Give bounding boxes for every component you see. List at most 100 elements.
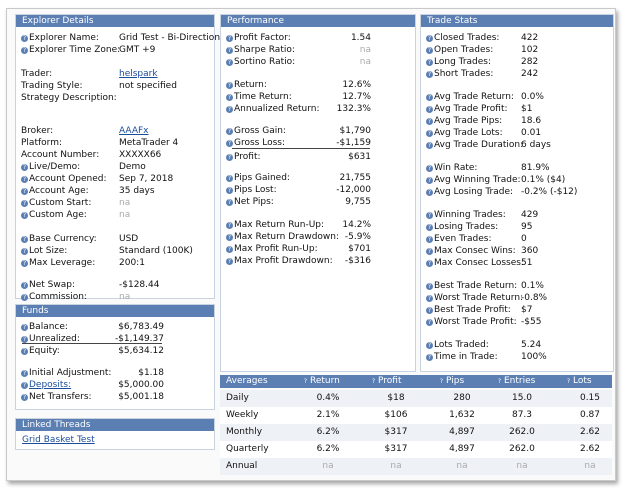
help-icon[interactable]: ? (226, 128, 233, 135)
help-icon[interactable]: ? (426, 189, 433, 196)
cell-entries: 262.0 (509, 427, 535, 437)
stat-label: ? Custom Start: (21, 197, 91, 209)
help-icon[interactable]: ? (21, 188, 28, 195)
help-icon[interactable]: ? (426, 106, 433, 113)
stat-row-avg-winning-trade: ? Avg Winning Trade: 0.1% ($4) (421, 174, 613, 186)
stat-value[interactable]: helspark (119, 69, 158, 79)
stat-value: -12,000 (336, 185, 371, 195)
col-lots[interactable]: ? Lots (565, 376, 592, 386)
label-text: Account Opened: (29, 174, 107, 184)
stat-label: ? Winning Trades: (426, 209, 506, 221)
stat-value: na (119, 292, 131, 302)
col-return[interactable]: ? Return (302, 376, 340, 386)
col-profit[interactable]: ? Profit (370, 376, 402, 386)
help-icon[interactable]: ? (21, 200, 28, 207)
help-icon[interactable]: ? (21, 370, 28, 377)
help-icon[interactable]: ? (21, 164, 28, 171)
stat-value: Standard (100K) (119, 246, 193, 256)
stat-row-max-leverage: ? Max Leverage: 200:1 (16, 257, 214, 269)
help-icon[interactable]: ? (426, 354, 433, 361)
stat-row-base-currency: ? Base Currency: USD (16, 233, 214, 245)
stat-label: ? Max Return Run-Up: (226, 219, 324, 231)
help-icon[interactable]: ? (426, 260, 433, 267)
col-pips[interactable]: ? Pips (438, 376, 465, 386)
help-icon[interactable]: ? (426, 236, 433, 243)
help-icon[interactable]: ? (226, 106, 233, 113)
help-icon[interactable]: ? (21, 35, 28, 42)
label-text: Lots Traded: (434, 340, 489, 350)
thread-link-grid-basket-test[interactable]: Grid Basket Test (22, 435, 95, 445)
help-icon[interactable]: ? (226, 187, 233, 194)
help-icon[interactable]: ? (426, 342, 433, 349)
help-icon[interactable]: ? (426, 248, 433, 255)
stat-value: 18.6 (521, 116, 542, 126)
help-icon[interactable]: ? (226, 140, 233, 147)
help-icon[interactable]: ? (426, 283, 433, 290)
help-icon[interactable]: ? (426, 94, 433, 101)
stat-row-custom-age: ? Custom Age: na (16, 209, 214, 221)
help-icon[interactable]: ? (426, 71, 433, 78)
help-icon[interactable]: ? (21, 47, 28, 54)
label-text: Gross Gain: (234, 126, 286, 136)
help-icon[interactable]: ? (226, 246, 233, 253)
help-icon[interactable]: ? (21, 260, 28, 267)
help-icon[interactable]: ? (226, 82, 233, 89)
help-icon[interactable]: ? (426, 177, 433, 184)
cell-return: na (322, 461, 334, 471)
help-icon[interactable]: ? (426, 118, 433, 125)
help-icon[interactable]: ? (226, 234, 233, 241)
help-icon[interactable]: ? (426, 319, 433, 326)
help-icon[interactable]: ? (21, 394, 28, 401)
help-icon[interactable]: ? (426, 295, 433, 302)
label-text: Closed Trades: (434, 33, 500, 43)
help-icon[interactable]: ? (426, 307, 433, 314)
help-icon[interactable]: ? (226, 35, 233, 42)
label-text: Explorer Time Zone: (29, 45, 121, 55)
stat-row-avg-losing-trade: ? Avg Losing Trade: -0.2% (-$12) (421, 186, 613, 198)
help-icon[interactable]: ? (426, 59, 433, 66)
help-icon[interactable]: ? (21, 294, 28, 301)
help-icon[interactable]: ? (426, 142, 433, 149)
stat-row-trader: Trader: helspark (16, 68, 214, 80)
help-icon[interactable]: ? (21, 348, 28, 355)
help-icon[interactable]: ? (226, 94, 233, 101)
help-icon[interactable]: ? (21, 382, 28, 389)
stat-row-sharpe-ratio: ? Sharpe Ratio: na (221, 44, 415, 56)
stat-value: -0.8% (521, 293, 548, 303)
help-icon[interactable]: ? (21, 176, 28, 183)
stat-label: ? Max Profit Run-Up: (226, 243, 318, 255)
help-icon[interactable]: ? (426, 130, 433, 137)
help-icon[interactable]: ? (21, 336, 28, 343)
help-icon[interactable]: ? (226, 59, 233, 66)
stat-row-unrealized: ? Unrealized: -$1,149.37 (16, 333, 214, 345)
help-icon[interactable]: ? (21, 282, 28, 289)
help-icon[interactable]: ? (226, 47, 233, 54)
help-icon[interactable]: ? (226, 154, 233, 161)
help-icon[interactable]: ? (426, 212, 433, 219)
help-icon[interactable]: ? (226, 258, 233, 265)
stat-value: 5.24 (521, 340, 542, 350)
help-icon[interactable]: ? (21, 236, 28, 243)
label-text[interactable]: Deposits: (29, 380, 72, 390)
help-icon[interactable]: ? (426, 35, 433, 42)
help-icon[interactable]: ? (21, 248, 28, 255)
help-icon[interactable]: ? (226, 222, 233, 229)
averages-row-quarterly: Quarterly 6.2% $317 4,897 262.0 2.62 (220, 441, 612, 458)
label-text: Profit: (234, 152, 261, 162)
stat-value[interactable]: AAAFx (119, 126, 149, 136)
help-icon[interactable]: ? (226, 175, 233, 182)
stat-label: Platform: (21, 137, 62, 149)
help-icon[interactable]: ? (426, 47, 433, 54)
col-entries[interactable]: ? Entries (496, 376, 536, 386)
stat-label: ? Avg Trade Pips: (426, 115, 502, 127)
help-icon[interactable]: ? (226, 199, 233, 206)
cell-return: 2.1% (316, 410, 340, 420)
stat-row-pips-lost: ? Pips Lost: -12,000 (221, 184, 415, 196)
help-icon[interactable]: ? (21, 324, 28, 331)
help-icon[interactable]: ? (426, 224, 433, 231)
label-text: Trader: (21, 69, 53, 79)
stat-row-lots-traded: ? Lots Traded: 5.24 (421, 339, 613, 351)
help-icon[interactable]: ? (21, 212, 28, 219)
help-icon[interactable]: ? (426, 165, 433, 172)
stat-row-broker: Broker: AAAFx (16, 125, 214, 137)
